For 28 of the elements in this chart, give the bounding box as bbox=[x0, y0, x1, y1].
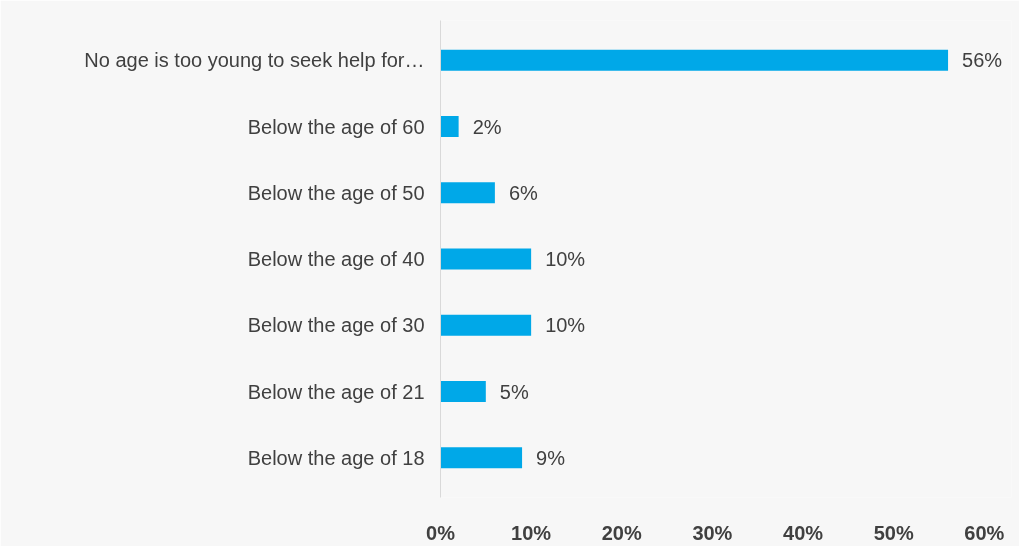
bar bbox=[440, 380, 486, 403]
y-tick-label: Below the age of 60 bbox=[247, 115, 425, 138]
data-label: 9% bbox=[536, 446, 566, 469]
y-tick-label: Below the age of 18 bbox=[247, 446, 425, 469]
data-label: 10% bbox=[545, 314, 586, 337]
data-label: 56% bbox=[962, 49, 1003, 72]
x-tick-label: 10% bbox=[511, 521, 552, 544]
y-tick-label: No age is too young to seek help for… bbox=[84, 49, 425, 72]
y-tick-label: Below the age of 50 bbox=[247, 181, 425, 204]
bar bbox=[440, 314, 532, 336]
x-tick-label: 20% bbox=[601, 521, 642, 544]
x-tick-label: 30% bbox=[692, 521, 733, 544]
bar bbox=[440, 49, 949, 71]
y-tick-label: Below the age of 40 bbox=[247, 248, 425, 270]
x-tick-label: 0% bbox=[426, 521, 456, 544]
data-label: 10% bbox=[545, 248, 586, 270]
bar bbox=[440, 248, 532, 270]
bar bbox=[440, 447, 523, 469]
data-label: 6% bbox=[508, 181, 538, 204]
y-tick-label: Below the age of 30 bbox=[247, 314, 425, 337]
x-tick-label: 40% bbox=[783, 521, 824, 544]
y-tick-label: Below the age of 21 bbox=[247, 380, 425, 403]
data-label: 2% bbox=[472, 115, 502, 138]
bar bbox=[440, 182, 495, 204]
x-tick-label: 60% bbox=[964, 521, 1005, 544]
x-tick-label: 50% bbox=[873, 521, 914, 544]
bar bbox=[440, 115, 459, 138]
data-label: 5% bbox=[499, 380, 529, 403]
